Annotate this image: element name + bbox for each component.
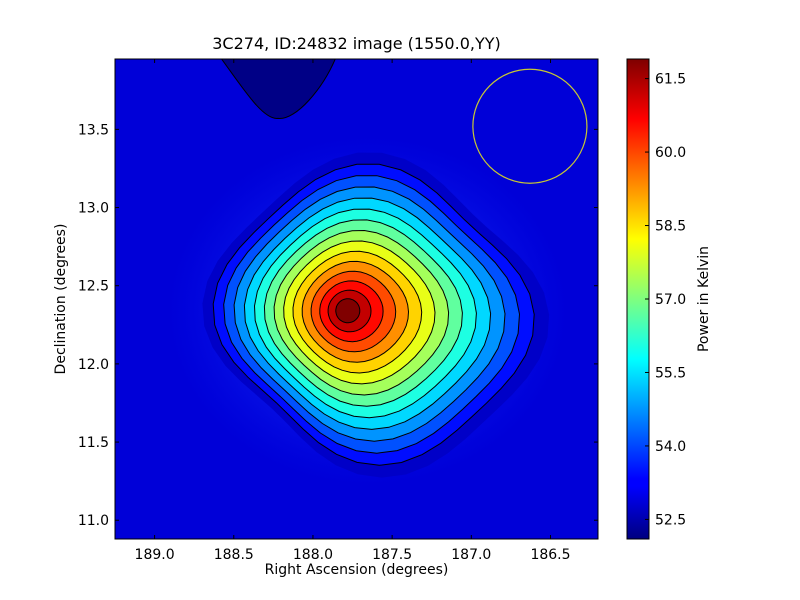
x-tick-label: 188.0 bbox=[293, 547, 333, 563]
contour-line-low bbox=[220, 59, 336, 119]
colorbar-tick-label: 52.5 bbox=[655, 512, 686, 528]
contour-line bbox=[273, 229, 450, 396]
contour-line bbox=[327, 289, 372, 333]
plot-frame bbox=[114, 58, 599, 540]
colorbar-tick-label: 55.5 bbox=[655, 365, 686, 381]
beam-circle bbox=[472, 68, 588, 184]
x-tick-label: 187.5 bbox=[372, 547, 412, 563]
contour-line bbox=[283, 240, 436, 385]
heatmap-layer bbox=[167, 135, 568, 486]
colorbar-ticks: 52.5 54.0 55.5 57.0 58.5 60.0 61.5 bbox=[645, 72, 686, 528]
contour-line bbox=[243, 197, 492, 430]
contour-line bbox=[212, 163, 535, 466]
y-axis-label: Declination (degrees) bbox=[53, 223, 69, 375]
colorbar-tick-label: 58.5 bbox=[655, 219, 686, 235]
colorbar-tick-label: 60.0 bbox=[655, 145, 686, 161]
contour-line bbox=[292, 250, 423, 374]
contour-line bbox=[263, 219, 463, 407]
contour-line bbox=[310, 270, 397, 353]
y-tick-label: 12.5 bbox=[78, 279, 109, 295]
contour-layer bbox=[212, 59, 535, 466]
x-tick-label: 189.0 bbox=[135, 547, 175, 563]
x-tick-label: 188.5 bbox=[214, 547, 254, 563]
y-tick-label: 13.5 bbox=[78, 122, 109, 138]
x-axis-label: Right Ascension (degrees) bbox=[264, 562, 449, 578]
contour-line bbox=[223, 175, 521, 454]
contour-line bbox=[253, 208, 477, 419]
x-axis-ticks: 189.0 188.5 188.0 187.5 187.0 186.5 bbox=[135, 59, 571, 563]
y-tick-label: 11.0 bbox=[78, 513, 109, 529]
y-tick-label: 11.5 bbox=[78, 435, 109, 451]
contour-line bbox=[335, 298, 361, 324]
y-axis-ticks: 11.0 11.5 12.0 12.5 13.0 13.5 bbox=[78, 122, 598, 529]
y-tick-label: 13.0 bbox=[78, 201, 109, 217]
heat-level bbox=[335, 298, 360, 323]
contour-line bbox=[233, 186, 506, 442]
contour-line bbox=[301, 260, 410, 363]
x-tick-label: 187.0 bbox=[451, 547, 491, 563]
x-tick-label: 186.5 bbox=[530, 547, 570, 563]
colorbar-label: Power in Kelvin bbox=[696, 245, 712, 353]
contour-line bbox=[319, 280, 384, 343]
colorbar-tick-label: 57.0 bbox=[655, 292, 686, 308]
circle-marker-layer bbox=[472, 68, 588, 184]
colorbar-tick-label: 54.0 bbox=[655, 439, 686, 455]
colorbar-tick-label: 61.5 bbox=[655, 72, 686, 88]
y-tick-label: 12.0 bbox=[78, 357, 109, 373]
chart-title: 3C274, ID:24832 image (1550.0,YY) bbox=[212, 34, 501, 53]
